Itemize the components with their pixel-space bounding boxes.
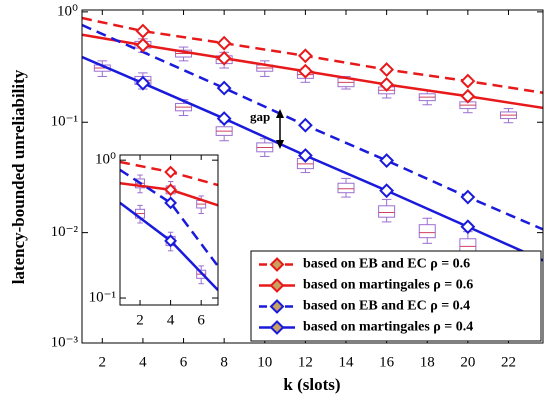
legend-label: based on martingales ρ = 0.4 (303, 320, 473, 335)
series-marker (216, 35, 232, 51)
legend-label: based on martingales ρ = 0.6 (303, 278, 473, 293)
series-marker (164, 183, 178, 197)
y-tick-label: 10⁰ (95, 152, 116, 168)
x-tick-label: 2 (99, 354, 107, 370)
annotation: gap (250, 109, 270, 124)
series-marker (135, 23, 151, 39)
series-marker (164, 165, 178, 179)
plot-frame (81, 9, 544, 344)
plot-frame (119, 154, 219, 306)
y-tick-label: 10⁻³ (51, 334, 79, 350)
y-tick-label: 10⁻¹ (89, 289, 116, 305)
x-tick-label: 2 (136, 312, 144, 328)
x-tick-label: 6 (180, 354, 188, 370)
series-marker (379, 153, 395, 168)
series-marker (216, 80, 232, 96)
y-tick-label: 10⁻² (51, 224, 79, 240)
legend-marker (269, 257, 285, 272)
series-marker (379, 183, 395, 199)
x-tick-label: 10 (257, 354, 272, 370)
box (459, 238, 477, 252)
y-tick-label: 10⁻¹ (51, 114, 78, 130)
series-marker (216, 50, 232, 66)
x-tick-label: 6 (197, 312, 205, 328)
x-tick-label: 4 (139, 354, 147, 370)
x-axis-label: k (slots) (283, 375, 340, 394)
legend-marker (269, 299, 285, 314)
series-marker (297, 117, 313, 133)
series-marker (460, 73, 476, 89)
series-marker (460, 189, 476, 205)
series-marker (216, 111, 232, 126)
box (418, 224, 436, 239)
x-tick-label: 8 (220, 354, 228, 370)
box (378, 205, 396, 218)
legend-marker (269, 320, 285, 335)
legend-box (250, 250, 542, 342)
series-marker (460, 219, 476, 235)
series-marker (297, 48, 313, 64)
x-tick-label: 4 (167, 312, 175, 328)
legend-label: based on EB and EC ρ = 0.4 (303, 299, 470, 314)
series-marker (379, 62, 395, 78)
x-tick-label: 16 (379, 354, 395, 370)
plot-background (120, 155, 218, 305)
series-marker (135, 75, 151, 91)
arrow-head (276, 109, 284, 118)
legend-marker (269, 278, 285, 293)
x-tick-label: 22 (501, 354, 516, 370)
plot-area (82, 16, 543, 262)
series-line (120, 168, 218, 268)
series-line (82, 23, 543, 231)
x-tick-label: 14 (339, 354, 355, 370)
legend-label: based on EB and EC ρ = 0.6 (303, 257, 470, 272)
arrow-head (276, 140, 284, 149)
y-tick-label: 10⁰ (57, 3, 78, 19)
series-marker (164, 196, 178, 210)
series-marker (460, 88, 476, 104)
y-axis-label: latency-bounded unreliability (9, 69, 28, 284)
series-marker (164, 234, 178, 248)
plot-area (120, 160, 218, 292)
box (337, 182, 355, 194)
series-marker (297, 63, 313, 79)
series-marker (135, 37, 151, 53)
series-marker (379, 77, 395, 92)
series-marker (297, 148, 313, 163)
x-tick-label: 20 (460, 354, 475, 370)
x-tick-label: 12 (298, 354, 313, 370)
x-tick-label: 18 (420, 354, 435, 370)
